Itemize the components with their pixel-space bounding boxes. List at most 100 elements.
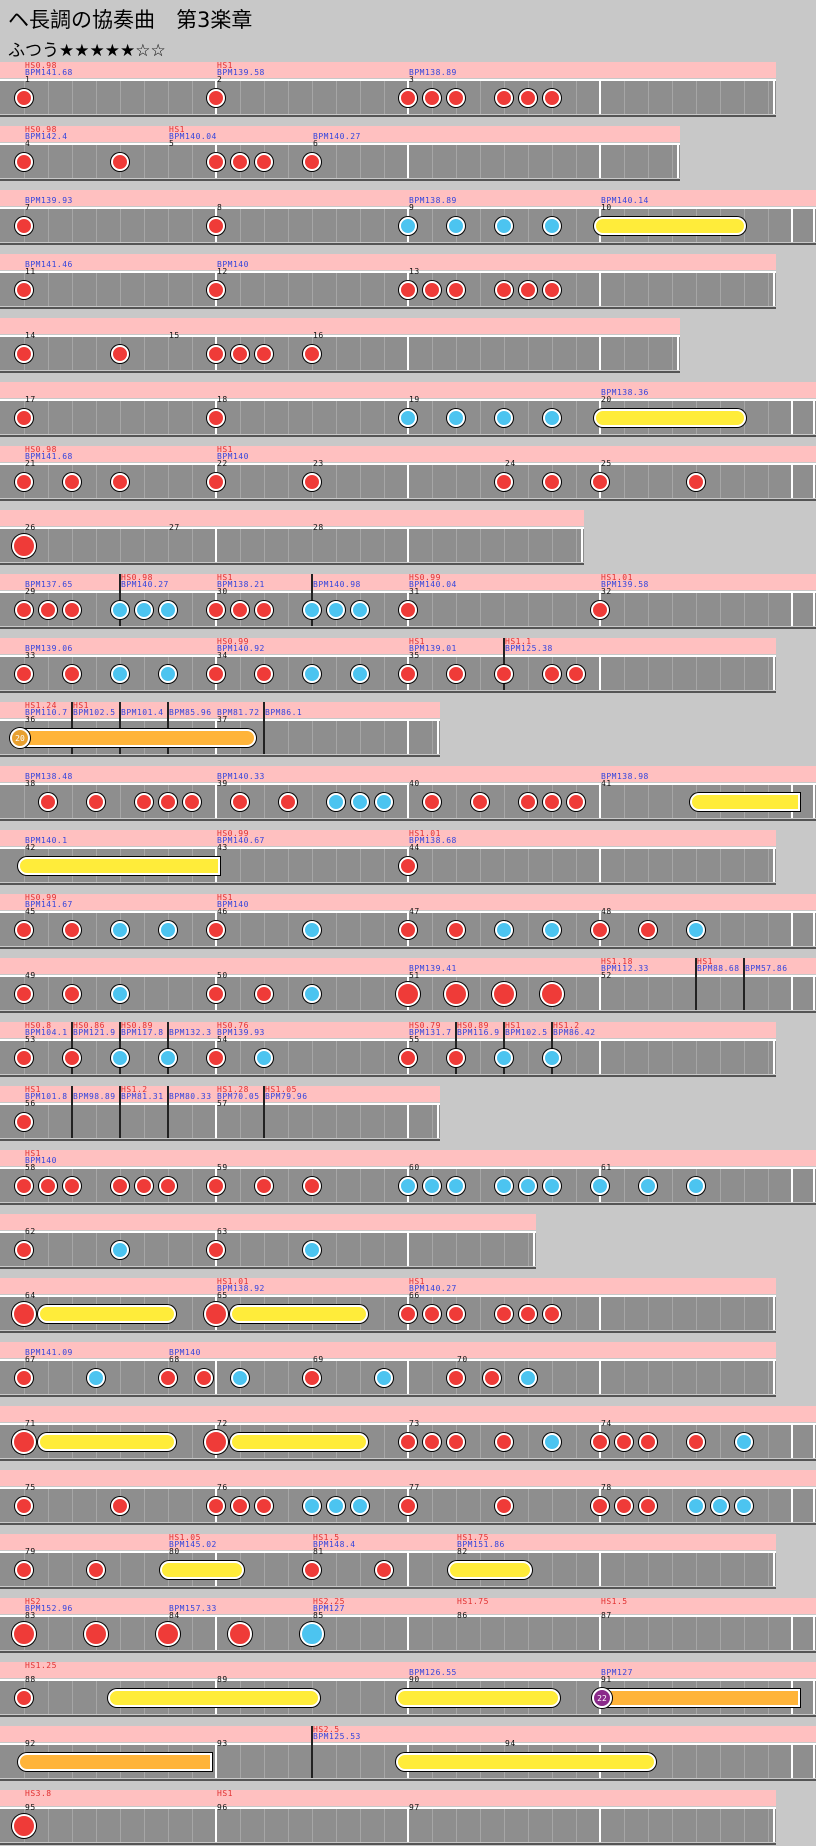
don-note xyxy=(423,1432,441,1451)
grid-line xyxy=(480,81,481,114)
chart-row: HS1 BPM140 58 59 60 61 xyxy=(0,1150,816,1206)
grid-line xyxy=(72,1617,73,1650)
measure-end-line xyxy=(437,1105,439,1138)
ka-note xyxy=(399,1176,417,1195)
grid-line xyxy=(96,593,97,626)
grid-line xyxy=(240,1169,241,1202)
grid-line xyxy=(480,849,481,882)
grid-line xyxy=(480,1041,481,1074)
don-note xyxy=(15,1240,33,1259)
don-note xyxy=(495,664,513,683)
grid-line xyxy=(96,1489,97,1522)
measure-number: 9 xyxy=(409,203,415,212)
note-track xyxy=(0,337,680,370)
row-bottom-line xyxy=(0,1075,776,1077)
grid-line xyxy=(432,401,433,434)
note-track xyxy=(0,1617,816,1650)
bpm-label: BPM125.53 xyxy=(313,1732,361,1741)
chart-row: 62 63 xyxy=(0,1214,536,1270)
grid-line xyxy=(48,1489,49,1522)
grid-line xyxy=(768,1361,769,1394)
scroll-speed-label: HS0.86 xyxy=(73,1021,105,1030)
grid-line xyxy=(624,465,625,498)
row-header xyxy=(0,254,776,270)
grid-line xyxy=(576,145,577,178)
chart-row: 79 HS1.05 BPM145.02 80 HS1.5 BPM148.4 81 HS1.75… xyxy=(0,1534,776,1590)
grid-line xyxy=(288,977,289,1010)
big-don-note xyxy=(156,1621,180,1646)
ka-note xyxy=(495,1176,513,1195)
measure-number: 51 xyxy=(409,971,420,980)
grid-line xyxy=(48,1617,49,1650)
grid-line xyxy=(144,657,145,690)
row-top-line xyxy=(0,1807,776,1809)
measure-end-line xyxy=(813,1489,815,1522)
grid-line xyxy=(360,1745,361,1778)
row-top-line xyxy=(0,527,584,529)
grid-line xyxy=(48,529,49,562)
don-note xyxy=(591,920,609,939)
measure-number: 33 xyxy=(25,651,36,660)
grid-line xyxy=(288,529,289,562)
don-note xyxy=(399,856,417,875)
row-top-line xyxy=(0,1359,776,1361)
measure-number: 73 xyxy=(409,1419,420,1428)
bpm-change-line xyxy=(119,1086,121,1138)
grid-line xyxy=(96,273,97,306)
ka-note xyxy=(159,1048,177,1067)
don-note xyxy=(255,600,273,619)
grid-line xyxy=(192,1105,193,1138)
bpm-change-line xyxy=(263,1086,265,1138)
bpm-label: BPM132.3 xyxy=(169,1028,212,1037)
chart-row: BPM139.06 33 HS0.99 BPM140.92 34 HS1 BPM139.01… xyxy=(0,638,776,694)
grid-line xyxy=(312,529,313,562)
ka-note xyxy=(495,408,513,427)
row-top-line xyxy=(0,207,816,209)
ka-note xyxy=(447,1176,465,1195)
measure-number: 14 xyxy=(25,331,36,340)
grid-line xyxy=(720,1297,721,1330)
bpm-change-line xyxy=(311,574,313,626)
grid-line xyxy=(720,1617,721,1650)
bpm-label: BPM139.58 xyxy=(217,68,265,77)
chart-row: HS1 BPM101.8 56 BPM98.89 HS1.2 BPM81.31 BPM80.… xyxy=(0,1086,440,1142)
grid-line xyxy=(648,1361,649,1394)
grid-line xyxy=(504,1361,505,1394)
don-note xyxy=(111,152,129,171)
grid-line xyxy=(480,529,481,562)
grid-line xyxy=(432,1809,433,1842)
grid-line xyxy=(312,1809,313,1842)
bpm-label: BPM137.65 xyxy=(25,580,73,589)
grid-line xyxy=(288,721,289,754)
grid-line xyxy=(672,977,673,1010)
grid-line xyxy=(240,465,241,498)
don-note xyxy=(255,984,273,1003)
row-bottom-line xyxy=(0,691,776,693)
grid-line xyxy=(192,1809,193,1842)
grid-line xyxy=(360,1809,361,1842)
bpm-label: BPM88.68 xyxy=(697,964,740,973)
grid-line xyxy=(432,1553,433,1586)
grid-line xyxy=(720,849,721,882)
grid-line xyxy=(672,657,673,690)
grid-line xyxy=(96,977,97,1010)
ka-note xyxy=(111,984,129,1003)
grid-line xyxy=(336,145,337,178)
chart-row: BPM139.93 7 8 BPM138.89 9 BPM140.14 10 xyxy=(0,190,816,246)
row-top-line xyxy=(0,1423,816,1425)
measure-number: 91 xyxy=(601,1675,612,1684)
grid-line xyxy=(528,1425,529,1458)
grid-line xyxy=(336,1553,337,1586)
grid-line xyxy=(696,593,697,626)
grid-line xyxy=(192,913,193,946)
grid-line xyxy=(720,273,721,306)
grid-line xyxy=(48,145,49,178)
bpm-change-line xyxy=(263,702,265,754)
ka-note xyxy=(351,600,369,619)
row-header xyxy=(0,62,776,78)
measure-line xyxy=(215,1105,217,1138)
measure-number: 42 xyxy=(25,843,36,852)
row-bottom-line xyxy=(0,1843,776,1845)
grid-line xyxy=(48,1681,49,1714)
grid-line xyxy=(576,273,577,306)
